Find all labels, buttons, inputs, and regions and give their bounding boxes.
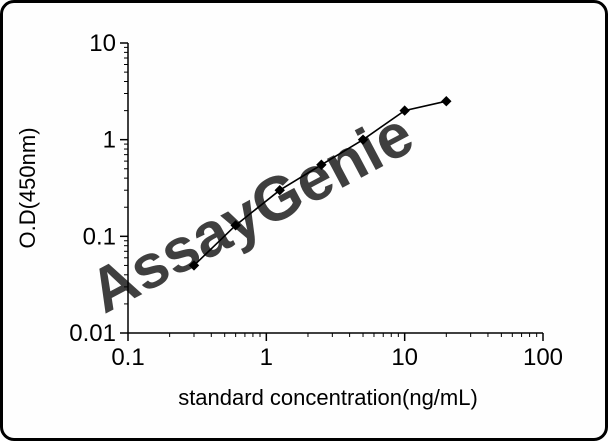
chart-svg: AssayGenie O.D(450nm) standard concentra… (15, 30, 563, 410)
data-point-marker (441, 95, 452, 107)
y-tick-label: 10 (89, 30, 116, 57)
y-axis-title: O.D(450nm) (15, 127, 40, 248)
data-point-marker (357, 134, 369, 145)
data-point-marker (230, 220, 241, 231)
y-tick-label: 0.01 (69, 320, 116, 347)
x-tick-label: 0.1 (111, 344, 144, 371)
data-point-marker (274, 185, 285, 196)
x-tick-label: 1 (260, 344, 273, 371)
x-tick-label: 100 (523, 344, 563, 371)
data-point-marker (316, 159, 327, 170)
y-tick-label: 0.1 (83, 223, 116, 250)
x-tick-label: 10 (391, 344, 418, 371)
data-point-marker (399, 105, 410, 116)
y-tick-label: 1 (103, 127, 116, 154)
x-axis-title: standard concentration(ng/mL) (178, 385, 478, 410)
data-point-marker (188, 260, 200, 271)
